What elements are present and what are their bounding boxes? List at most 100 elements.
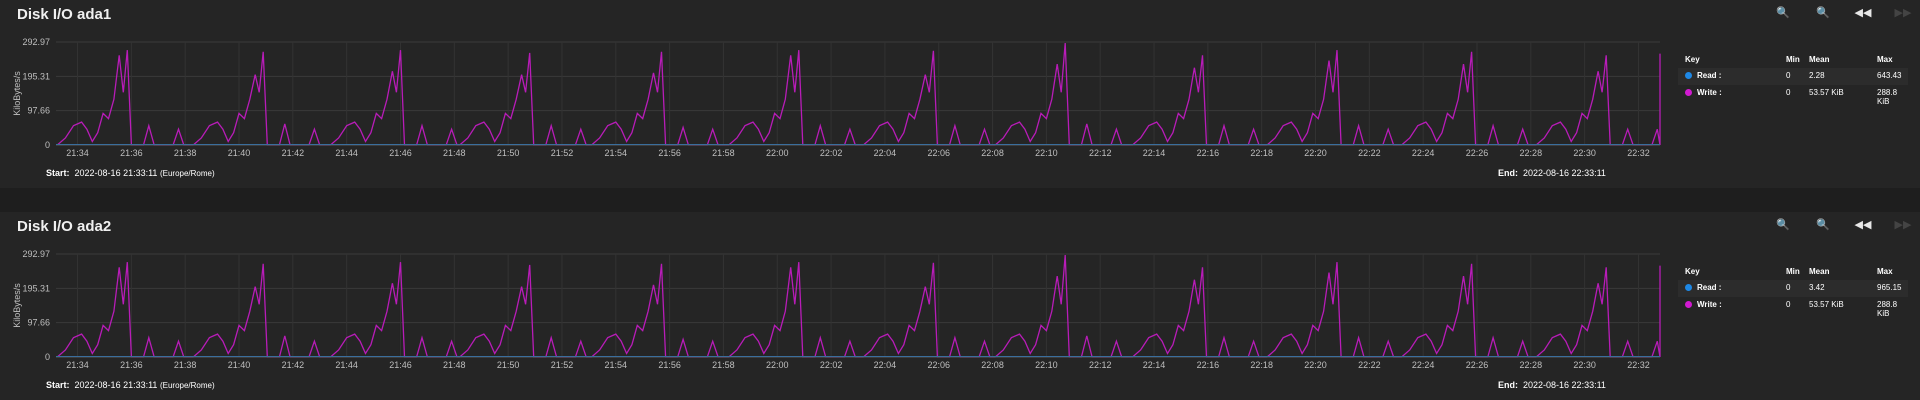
x-tick-label: 22:14 — [1143, 148, 1166, 158]
x-tick-label: 22:08 — [981, 360, 1004, 370]
x-tick-label: 21:58 — [712, 360, 735, 370]
x-tick-label: 22:32 — [1627, 148, 1650, 158]
x-tick-label: 22:26 — [1466, 360, 1489, 370]
write-series-line — [56, 42, 1661, 146]
x-tick-label: 21:52 — [551, 148, 574, 158]
y-tick-label: 97.66 — [27, 106, 50, 116]
x-tick-label: 22:12 — [1089, 148, 1112, 158]
y-tick-label: 292.97 — [22, 37, 50, 47]
x-tick-label: 22:16 — [1197, 360, 1220, 370]
x-tick-label: 22:06 — [927, 360, 950, 370]
x-tick-label: 21:38 — [174, 360, 197, 370]
fast-forward-icon[interactable]: ▶▶ — [1894, 6, 1912, 19]
read-color-icon — [1685, 72, 1692, 79]
x-tick-label: 22:20 — [1304, 148, 1327, 158]
x-tick-label: 21:36 — [120, 360, 143, 370]
x-tick-label: 21:46 — [389, 148, 412, 158]
y-tick-label: 0 — [45, 140, 50, 150]
legend-row-read[interactable]: Read : 0 3.42 965.15 — [1678, 280, 1908, 297]
x-tick-label: 21:50 — [497, 360, 520, 370]
legend-header: Key Min Mean Max — [1685, 55, 1893, 64]
fast-forward-icon[interactable]: ▶▶ — [1894, 218, 1912, 231]
x-tick-label: 21:34 — [66, 360, 89, 370]
start-time: Start: 2022-08-16 21:33:11 (Europe/Rome) — [46, 168, 215, 178]
x-tick-label: 22:18 — [1250, 360, 1273, 370]
x-tick-label: 21:34 — [66, 148, 89, 158]
x-tick-label: 22:04 — [874, 148, 897, 158]
x-tick-label: 22:08 — [981, 148, 1004, 158]
y-tick-label: 97.66 — [27, 318, 50, 328]
end-time: End: 2022-08-16 22:33:11 — [1498, 380, 1606, 390]
x-tick-label: 22:14 — [1143, 360, 1166, 370]
x-tick-label: 22:22 — [1358, 148, 1381, 158]
x-tick-label: 22:28 — [1520, 360, 1543, 370]
rewind-icon[interactable]: ◀◀ — [1854, 218, 1872, 231]
line-chart[interactable]: 0 97.66 195.31 292.97 21:34 21:36 21:38 21:40 21… — [0, 0, 1680, 160]
write-color-icon — [1685, 89, 1692, 96]
chart-panel-ada2: Disk I/O ada2 🔍 🔍 ◀◀ ▶▶ 0 97.66 195.31 292.… — [0, 212, 1920, 400]
x-tick-label: 22:28 — [1520, 148, 1543, 158]
x-tick-label: 21:56 — [658, 360, 681, 370]
y-tick-label: 292.97 — [22, 249, 50, 259]
x-tick-label: 21:40 — [228, 148, 251, 158]
start-time: Start: 2022-08-16 21:33:11 (Europe/Rome) — [46, 380, 215, 390]
legend-row-write[interactable]: Write : 0 53.57 KiB 288.8 KiB — [1678, 297, 1908, 318]
end-time: End: 2022-08-16 22:33:11 — [1498, 168, 1606, 178]
write-color-icon — [1685, 301, 1692, 308]
x-tick-label: 22:18 — [1250, 148, 1273, 158]
x-tick-label: 22:22 — [1358, 360, 1381, 370]
x-tick-label: 21:46 — [389, 360, 412, 370]
y-axis-label: KiloBytes/s — [12, 283, 22, 328]
x-tick-label: 21:42 — [282, 360, 305, 370]
x-tick-label: 22:30 — [1573, 148, 1596, 158]
legend-header: Key Min Mean Max — [1685, 267, 1893, 276]
zoom-out-icon[interactable]: 🔍 — [1776, 218, 1790, 231]
x-tick-label: 21:38 — [174, 148, 197, 158]
write-series-line — [56, 254, 1661, 358]
y-tick-label: 0 — [45, 352, 50, 362]
x-tick-label: 21:58 — [712, 148, 735, 158]
x-tick-label: 21:40 — [228, 360, 251, 370]
x-tick-label: 22:16 — [1197, 148, 1220, 158]
x-tick-label: 21:48 — [443, 148, 466, 158]
x-tick-label: 22:24 — [1412, 360, 1435, 370]
x-tick-label: 22:10 — [1035, 148, 1058, 158]
y-tick-label: 195.31 — [22, 71, 50, 81]
x-tick-label: 21:48 — [443, 360, 466, 370]
x-tick-label: 21:54 — [605, 360, 628, 370]
chart-title: Disk I/O ada2 — [17, 218, 112, 235]
y-axis-label: KiloBytes/s — [12, 71, 22, 116]
x-tick-label: 22:26 — [1466, 148, 1489, 158]
legend-row-read[interactable]: Read : 0 2.28 643.43 — [1678, 68, 1908, 85]
x-tick-label: 21:50 — [497, 148, 520, 158]
x-tick-label: 22:12 — [1089, 360, 1112, 370]
x-tick-label: 21:44 — [335, 360, 358, 370]
y-tick-label: 195.31 — [22, 283, 50, 293]
x-tick-label: 22:00 — [766, 148, 789, 158]
x-tick-label: 21:44 — [335, 148, 358, 158]
x-tick-label: 22:06 — [927, 148, 950, 158]
zoom-out-icon[interactable]: 🔍 — [1776, 6, 1790, 19]
line-chart[interactable]: 0 97.66 195.31 292.97 21:34 21:36 21:38 21:40 21… — [0, 212, 1680, 372]
rewind-icon[interactable]: ◀◀ — [1854, 6, 1872, 19]
x-tick-label: 22:02 — [820, 148, 843, 158]
x-tick-label: 21:56 — [658, 148, 681, 158]
zoom-in-icon[interactable]: 🔍 — [1816, 218, 1830, 231]
legend-row-write[interactable]: Write : 0 53.57 KiB 288.8 KiB — [1678, 85, 1908, 106]
read-color-icon — [1685, 284, 1692, 291]
x-tick-label: 22:10 — [1035, 360, 1058, 370]
x-tick-label: 22:30 — [1573, 360, 1596, 370]
x-tick-label: 22:00 — [766, 360, 789, 370]
chart-title: Disk I/O ada1 — [17, 6, 112, 23]
chart-panel-ada1: Disk I/O ada1 🔍 🔍 ◀◀ ▶▶ 0 97.66 195.31 292.… — [0, 0, 1920, 188]
x-tick-label: 22:32 — [1627, 360, 1650, 370]
x-tick-label: 21:42 — [282, 148, 305, 158]
x-tick-label: 22:24 — [1412, 148, 1435, 158]
x-tick-label: 22:02 — [820, 360, 843, 370]
x-tick-label: 21:36 — [120, 148, 143, 158]
x-tick-label: 21:52 — [551, 360, 574, 370]
x-tick-label: 21:54 — [605, 148, 628, 158]
zoom-in-icon[interactable]: 🔍 — [1816, 6, 1830, 19]
x-tick-label: 22:20 — [1304, 360, 1327, 370]
x-tick-label: 22:04 — [874, 360, 897, 370]
